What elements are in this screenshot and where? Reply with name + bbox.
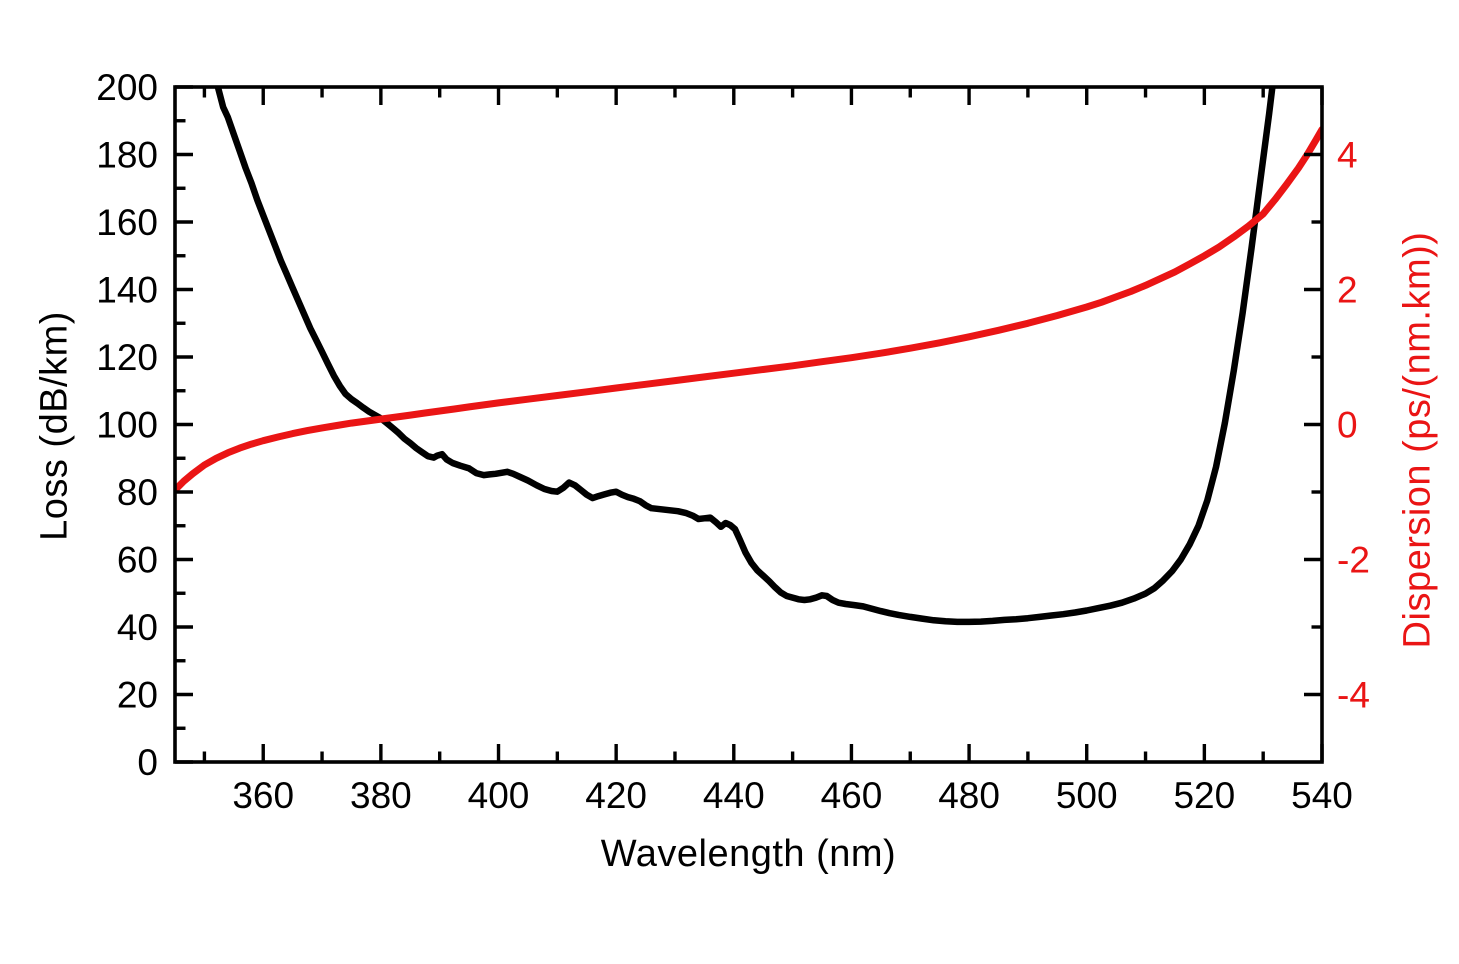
- x-axis-tick-label: 540: [1291, 775, 1353, 816]
- y-axis-left-title: Loss (dB/km): [33, 311, 76, 541]
- y-left-tick-label: 200: [96, 67, 158, 108]
- y-axis-right-title: Dispersion (ps/(nm.km)): [1396, 231, 1439, 649]
- loss-curve: [214, 87, 1276, 626]
- x-axis-tick-label: 420: [585, 775, 647, 816]
- y-left-tick-label: 160: [96, 202, 158, 243]
- y-right-tick-label: -2: [1337, 540, 1370, 581]
- x-axis-tick-label: 400: [468, 775, 530, 816]
- y-left-tick-label: 40: [117, 607, 158, 648]
- x-axis-tick-label: 380: [350, 775, 412, 816]
- y-right-tick-label: 4: [1337, 135, 1358, 176]
- y-left-tick-label: 60: [117, 540, 158, 581]
- y-left-tick-label: 140: [96, 270, 158, 311]
- y-left-tick-label: 20: [117, 675, 158, 716]
- y-right-tick-label: 0: [1337, 405, 1358, 446]
- dispersion-curve: [175, 126, 1322, 494]
- x-axis-tick-label: 520: [1173, 775, 1235, 816]
- x-axis-tick-label: 480: [938, 775, 1000, 816]
- x-axis-tick-label: 440: [703, 775, 765, 816]
- x-axis-title: Wavelength (nm): [600, 833, 897, 875]
- y-left-tick-label: 100: [96, 405, 158, 446]
- series-layer: [175, 87, 1322, 626]
- y-left-tick-label: 80: [117, 472, 158, 513]
- x-axis-tick-label: 500: [1056, 775, 1118, 816]
- y-right-tick-label: -4: [1337, 675, 1370, 716]
- y-left-tick-label: 180: [96, 135, 158, 176]
- y-left-tick-label: 120: [96, 337, 158, 378]
- y-left-tick-label: 0: [137, 742, 158, 783]
- y-right-tick-label: 2: [1337, 270, 1358, 311]
- x-axis-tick-label: 460: [821, 775, 883, 816]
- x-axis-tick-label: 360: [232, 775, 294, 816]
